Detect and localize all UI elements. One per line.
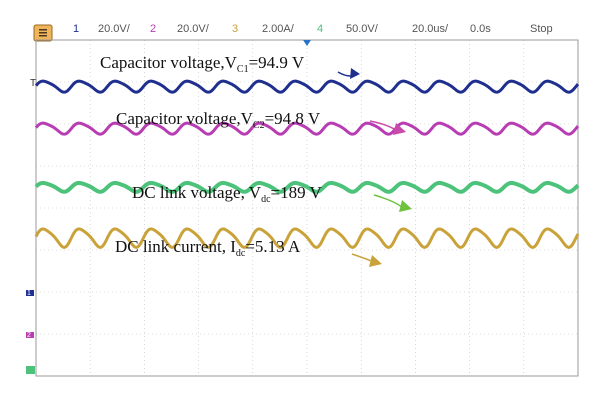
arrow-vdc [373, 194, 412, 212]
arrow-vc2 [369, 120, 406, 135]
ch4-scale[interactable]: 50.0V/ [346, 23, 379, 35]
annotation-idc: DC link current, Idc=5.13 A [115, 237, 301, 259]
ch4-number[interactable]: 4 [317, 23, 323, 35]
ch2-number[interactable]: 2 [150, 23, 156, 35]
annotation-vdc-tail: =189 V [271, 183, 323, 202]
annotation-vdc-main: DC link voltage, V [132, 183, 262, 202]
annotation-idc-sub: dc [236, 248, 246, 259]
annotation-vdc: DC link voltage, Vdc=189 V [132, 183, 323, 205]
annotation-vc1-tail: =94.9 V [249, 53, 305, 72]
ch1-scale[interactable]: 20.0V/ [98, 23, 131, 35]
arrow-vc1 [337, 68, 360, 79]
annotation-vc2-sub: C2 [253, 120, 265, 131]
menu-icon [39, 29, 47, 37]
annotation-vc2-main: Capacitor voltage,V [116, 109, 254, 128]
annotation-idc-main: DC link current, I [115, 237, 236, 256]
waveform-ch1 [34, 79, 580, 94]
trigger-level-marker[interactable]: T [30, 78, 36, 89]
trigger-position-marker[interactable] [303, 40, 311, 46]
ch2-scale[interactable]: 20.0V/ [177, 23, 210, 35]
ch4-ground-marker[interactable] [26, 366, 35, 374]
graticule [36, 40, 578, 376]
waveform-layer [34, 79, 580, 249]
annotation-vdc-sub: dc [261, 194, 271, 205]
header-bar: 1 20.0V/ 2 20.0V/ 3 2.00A/ 4 50.0V/ 20.0… [0, 16, 600, 42]
ch3-number[interactable]: 3 [232, 23, 238, 35]
annotation-vc2: Capacitor voltage,VC2=94.8 V [116, 109, 321, 131]
annotation-idc-tail: =5.13 A [245, 237, 301, 256]
annotation-vc1-sub: C1 [237, 64, 249, 75]
waveform-ch2 [34, 121, 580, 136]
ch1-number[interactable]: 1 [73, 23, 79, 35]
run-status[interactable]: Stop [530, 23, 553, 35]
ch1-ground-marker[interactable]: 1 [26, 290, 34, 297]
time-offset[interactable]: 0.0s [470, 23, 491, 35]
ch2-ground-marker[interactable]: 2 [26, 332, 34, 339]
annotation-vc1-main: Capacitor voltage,V [100, 53, 238, 72]
annotation-vc1: Capacitor voltage,VC1=94.9 V [100, 53, 305, 75]
annotation-vc2-tail: =94.8 V [265, 109, 321, 128]
ch1-ground-label: 1 [27, 290, 31, 297]
ch2-ground-label: 2 [27, 332, 31, 339]
arrow-idc [351, 253, 382, 267]
timebase[interactable]: 20.0us/ [412, 23, 449, 35]
waveform-ch3 [34, 227, 580, 249]
waveform-ch4 [34, 180, 580, 194]
ch3-scale[interactable]: 2.00A/ [262, 23, 295, 35]
